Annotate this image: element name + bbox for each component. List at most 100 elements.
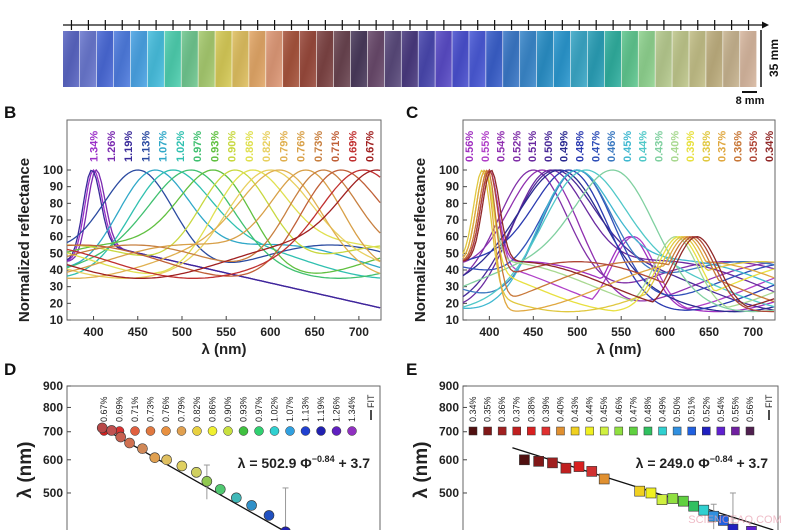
legend-marker — [672, 426, 682, 436]
x-tick-label: 500 — [567, 325, 587, 339]
series-label: 0.46% — [606, 131, 618, 162]
strip-texture — [181, 31, 198, 87]
strip-texture — [232, 31, 249, 87]
y-tick-label: 80 — [446, 196, 460, 210]
panel-a-color-strips: 35 mm 8 mm — [63, 20, 781, 107]
legend-marker — [599, 426, 609, 436]
strip-texture — [740, 31, 757, 87]
data-point — [634, 485, 645, 497]
fit-legend-label: FIT — [764, 394, 774, 408]
reflectance-curve — [66, 169, 381, 279]
legend-marker — [614, 426, 624, 436]
y-tick-label: 60 — [50, 230, 64, 244]
legend-marker — [316, 426, 326, 436]
y-tick-label: 30 — [446, 280, 460, 294]
series-label: 0.49% — [559, 131, 571, 162]
x-tick-label: 700 — [349, 325, 369, 339]
data-point — [586, 466, 598, 477]
data-point — [727, 523, 739, 530]
strip-texture — [706, 31, 723, 87]
y-tick-label: 800 — [439, 400, 459, 414]
series-label: 0.50% — [543, 131, 555, 162]
legend-label: 0.49% — [658, 396, 668, 422]
legend-label: 0.35% — [483, 396, 493, 422]
panel-letter-b: B — [4, 103, 16, 122]
fit-equation: λ = 249.0 Φ−0.84 + 3.7 — [636, 454, 769, 471]
data-point — [656, 494, 668, 505]
strip-texture — [469, 31, 486, 87]
y-tick-label: 900 — [439, 379, 459, 393]
reflectance-curve — [462, 169, 775, 312]
reflectance-curve — [66, 169, 381, 279]
panel-d-wavelength-fit-chart: 900 800 700 600 500 λ (nm) 0.67% 0.69% 0.71% 0.73… — [15, 379, 381, 530]
strip-texture — [316, 31, 334, 87]
series-label: 1.13% — [140, 131, 152, 162]
x-tick-label: 550 — [611, 325, 631, 339]
series-label: 0.51% — [527, 131, 539, 162]
legend-label: 0.82% — [192, 396, 202, 422]
legend-marker — [541, 426, 551, 436]
data-point — [263, 510, 275, 521]
series-label: 0.90% — [227, 131, 239, 162]
legend-label: 1.26% — [332, 396, 342, 422]
data-point — [688, 500, 699, 512]
strip-texture — [249, 31, 266, 87]
series-label: 0.44% — [638, 131, 650, 162]
strip-texture — [536, 31, 554, 87]
legend-label: 0.45% — [599, 396, 609, 422]
series-label: 0.86% — [244, 131, 256, 162]
x-tick-label: 400 — [479, 325, 499, 339]
data-point — [161, 454, 172, 466]
height-scale-label: 35 mm — [767, 39, 781, 77]
legend-marker — [300, 426, 311, 436]
plot-frame — [66, 385, 381, 530]
legend-marker — [687, 426, 696, 436]
reflectance-curve — [66, 169, 381, 269]
legend-label: 0.76% — [161, 396, 171, 422]
data-point — [137, 443, 148, 454]
strip-texture — [723, 31, 740, 87]
reflectance-curve — [462, 169, 775, 309]
legend-label: 0.93% — [239, 396, 249, 422]
data-point — [645, 487, 657, 499]
legend-label: 0.36% — [497, 396, 507, 422]
y-tick-label: 30 — [50, 280, 64, 294]
legend-marker — [643, 426, 653, 436]
panel-letter-e: E — [406, 360, 417, 379]
data-point — [718, 515, 729, 526]
reflectance-curve — [66, 169, 381, 277]
legend-marker — [585, 426, 594, 436]
legend-label: 0.44% — [585, 396, 595, 422]
y-tick-label: 100 — [439, 163, 459, 177]
y-axis-title: Normalized reflectance — [16, 158, 33, 322]
data-point — [698, 504, 710, 516]
strip-texture — [452, 31, 469, 87]
data-point — [746, 526, 757, 530]
reflectance-curve — [462, 169, 775, 308]
series-label: 0.56% — [464, 131, 476, 162]
series-label: 0.73% — [313, 131, 325, 162]
x-axis-title: λ (nm) — [202, 341, 247, 358]
strip-texture — [587, 31, 605, 87]
panel-c-reflectance-chart: 10 20 30 40 50 60 70 80 90 100 400 450 500 550 600 650 7… — [412, 119, 776, 358]
legend-marker — [331, 426, 342, 436]
legend-label: 1.13% — [301, 396, 311, 422]
reflectance-curve — [66, 169, 381, 273]
legend-label: 0.40% — [555, 396, 565, 422]
y-tick-label: 50 — [446, 246, 460, 260]
legend-marker — [702, 426, 711, 436]
data-point — [214, 484, 226, 495]
y-tick-label: 70 — [446, 213, 460, 227]
concentration-axis — [63, 20, 769, 30]
y-tick-label: 60 — [446, 230, 460, 244]
strip-texture — [689, 31, 706, 87]
series-label: 0.40% — [669, 131, 681, 162]
y-axis-title: λ (nm) — [411, 442, 432, 499]
data-point — [246, 500, 257, 511]
series-label: 1.34% — [89, 131, 101, 162]
series-label: 0.43% — [653, 131, 665, 162]
reflectance-curve — [66, 169, 381, 309]
reflectance-curve — [462, 168, 775, 313]
y-tick-label: 70 — [50, 213, 64, 227]
legend-marker — [145, 426, 156, 436]
